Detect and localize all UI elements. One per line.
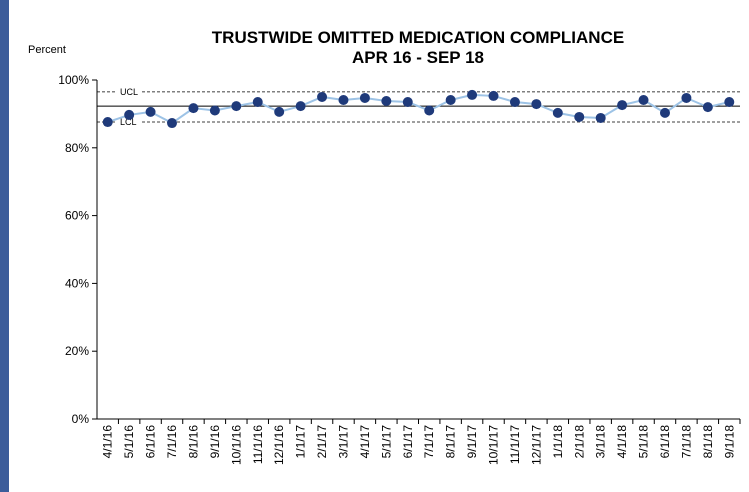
y-tick-label: 80% <box>65 141 89 155</box>
x-tick-label: 4/1/17 <box>358 425 372 459</box>
data-point <box>488 90 499 101</box>
x-tick-label: 10/1/17 <box>487 425 501 465</box>
data-point <box>509 97 520 108</box>
x-tick-label: 8/1/17 <box>444 425 458 459</box>
data-point <box>274 106 285 117</box>
data-point <box>317 91 328 102</box>
data-point <box>252 97 263 108</box>
x-tick-label: 9/1/17 <box>465 425 479 459</box>
data-point <box>702 102 713 113</box>
data-point <box>467 89 478 100</box>
x-tick-label: 5/1/18 <box>637 425 651 459</box>
data-point <box>209 105 220 116</box>
y-tick-label: 0% <box>72 412 90 426</box>
reference-label-bg <box>117 86 141 97</box>
data-point <box>295 101 306 112</box>
data-point <box>681 92 692 103</box>
background <box>9 0 749 492</box>
x-tick-label: 12/1/16 <box>272 425 286 465</box>
data-point <box>638 95 649 106</box>
x-tick-label: 11/1/17 <box>508 425 522 464</box>
data-point <box>659 107 670 118</box>
x-tick-label: 8/1/18 <box>701 425 715 459</box>
x-tick-label: 1/1/17 <box>294 425 308 459</box>
x-tick-label: 5/1/17 <box>379 425 393 459</box>
x-tick-label: 7/1/18 <box>679 425 693 459</box>
x-tick-label: 12/1/17 <box>529 425 543 465</box>
chart-subtitle: APR 16 - SEP 18 <box>352 48 484 67</box>
x-tick-label: 3/1/17 <box>336 425 350 459</box>
y-tick-label: 60% <box>65 209 89 223</box>
data-point <box>617 100 628 111</box>
data-point <box>188 103 199 114</box>
data-point <box>338 95 349 106</box>
x-tick-label: 11/1/16 <box>251 425 265 464</box>
data-point <box>552 107 563 118</box>
x-tick-label: 4/1/16 <box>101 425 115 459</box>
data-point <box>145 106 156 117</box>
data-point <box>231 101 242 112</box>
x-tick-label: 4/1/18 <box>615 425 629 459</box>
x-tick-label: 9/1/18 <box>722 425 736 459</box>
y-tick-label: 20% <box>65 344 89 358</box>
x-tick-label: 5/1/16 <box>122 425 136 459</box>
x-tick-label: 2/1/17 <box>315 425 329 459</box>
data-point <box>531 99 542 110</box>
data-point <box>574 111 585 122</box>
y-tick-label: 40% <box>65 276 89 290</box>
reference-label: LCL <box>120 117 137 127</box>
x-tick-label: 1/1/18 <box>551 425 565 459</box>
chart-title: TRUSTWIDE OMITTED MEDICATION COMPLIANCE <box>212 28 624 47</box>
data-point <box>102 117 113 128</box>
side-bar <box>0 0 9 492</box>
data-point <box>124 109 135 120</box>
x-tick-label: 8/1/16 <box>186 425 200 459</box>
data-point <box>445 95 456 106</box>
y-tick-label: 100% <box>58 73 89 87</box>
reference-label: UCL <box>120 87 138 97</box>
x-tick-label: 7/1/17 <box>422 425 436 459</box>
data-point <box>424 105 435 116</box>
y-axis-label: Percent <box>28 44 66 56</box>
x-tick-label: 9/1/16 <box>208 425 222 459</box>
data-point <box>402 97 413 108</box>
x-tick-label: 2/1/18 <box>572 425 586 459</box>
x-tick-label: 10/1/16 <box>229 425 243 465</box>
data-point <box>167 118 178 129</box>
x-tick-label: 6/1/17 <box>401 425 415 459</box>
data-point <box>359 92 370 103</box>
x-tick-label: 6/1/18 <box>658 425 672 459</box>
x-tick-label: 6/1/16 <box>144 425 158 459</box>
x-tick-label: 7/1/16 <box>165 425 179 459</box>
data-point <box>595 112 606 123</box>
x-tick-label: 3/1/18 <box>594 425 608 459</box>
reference-label-bg <box>117 117 141 128</box>
data-point <box>381 96 392 107</box>
data-point <box>724 97 735 108</box>
